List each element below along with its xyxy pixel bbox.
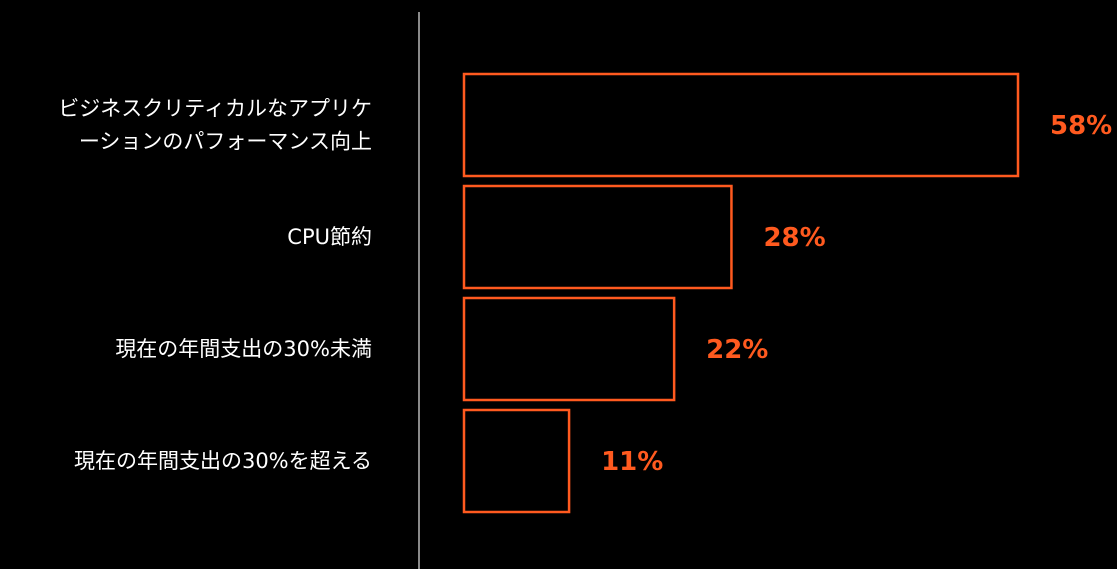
- value-labels: 58% 28% 22% 11%: [601, 111, 1112, 477]
- bar-4: [462, 408, 571, 514]
- category-label-2: CPU節約: [287, 225, 372, 249]
- value-label-4: 11%: [601, 447, 663, 477]
- bar-2: [462, 184, 733, 290]
- bar-1: [462, 72, 1020, 178]
- value-label-2: 28%: [763, 223, 825, 253]
- category-label-line: 現在の年間支出の30%を超える: [74, 449, 372, 473]
- category-label-4: 現在の年間支出の30%を超える: [74, 449, 372, 473]
- category-label-line: ビジネスクリティカルなアプリケ: [58, 97, 372, 121]
- category-labels: ビジネスクリティカルなアプリケーションのパフォーマンス向上 CPU節約現在の年間支…: [58, 97, 372, 474]
- category-label-line: CPU節約: [287, 225, 372, 249]
- category-label-1: ビジネスクリティカルなアプリケーションのパフォーマンス向上: [58, 97, 372, 154]
- bar-3: [462, 296, 676, 402]
- value-label-1: 58%: [1050, 111, 1112, 141]
- category-label-3: 現在の年間支出の30%未満: [115, 337, 372, 361]
- category-label-line: 現在の年間支出の30%未満: [115, 337, 372, 361]
- bars: [462, 72, 1020, 514]
- category-label-line: ーションのパフォーマンス向上: [79, 130, 372, 154]
- value-label-3: 22%: [706, 335, 768, 365]
